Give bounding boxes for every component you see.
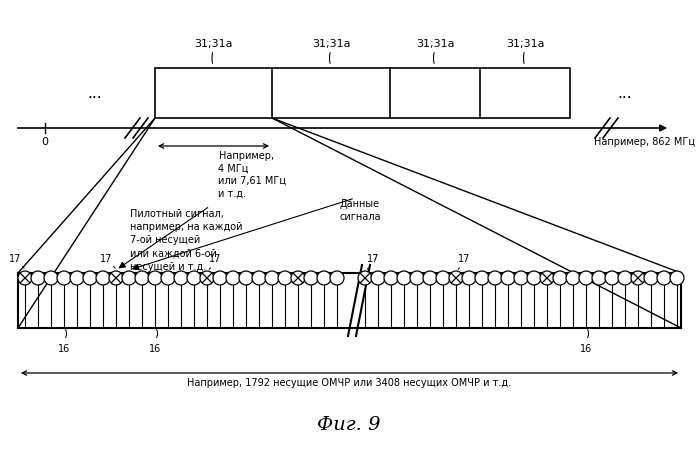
Text: 0: 0 bbox=[41, 137, 48, 147]
Text: 31;31a: 31;31a bbox=[194, 39, 233, 49]
Bar bbox=[155, 69, 570, 119]
Circle shape bbox=[631, 271, 645, 285]
Circle shape bbox=[358, 271, 372, 285]
Circle shape bbox=[371, 271, 385, 285]
Circle shape bbox=[317, 271, 331, 285]
Circle shape bbox=[462, 271, 476, 285]
Circle shape bbox=[566, 271, 580, 285]
Circle shape bbox=[70, 271, 84, 285]
Circle shape bbox=[135, 271, 149, 285]
Circle shape bbox=[213, 271, 227, 285]
Text: Например,
4 МГц
или 7,61 МГц
и т.д.: Например, 4 МГц или 7,61 МГц и т.д. bbox=[219, 150, 287, 198]
Circle shape bbox=[579, 271, 593, 285]
Circle shape bbox=[174, 271, 188, 285]
Text: Фиг. 9: Фиг. 9 bbox=[317, 415, 381, 433]
Text: 31;31a: 31;31a bbox=[506, 39, 545, 49]
Circle shape bbox=[304, 271, 318, 285]
Circle shape bbox=[644, 271, 658, 285]
Circle shape bbox=[18, 271, 32, 285]
Circle shape bbox=[501, 271, 515, 285]
Text: 31;31a: 31;31a bbox=[416, 39, 454, 49]
Text: 17: 17 bbox=[100, 253, 112, 263]
Circle shape bbox=[436, 271, 450, 285]
Text: 17: 17 bbox=[367, 253, 379, 263]
Circle shape bbox=[475, 271, 489, 285]
Circle shape bbox=[57, 271, 71, 285]
Circle shape bbox=[200, 271, 214, 285]
Text: Например, 1792 несущие ОМЧР или 3408 несущих ОМЧР и т.д.: Например, 1792 несущие ОМЧР или 3408 нес… bbox=[187, 377, 512, 387]
Circle shape bbox=[384, 271, 398, 285]
Circle shape bbox=[278, 271, 292, 285]
Text: 17: 17 bbox=[458, 253, 470, 263]
Circle shape bbox=[44, 271, 58, 285]
Circle shape bbox=[423, 271, 437, 285]
Circle shape bbox=[31, 271, 45, 285]
Text: 17: 17 bbox=[9, 253, 21, 263]
Circle shape bbox=[239, 271, 253, 285]
Circle shape bbox=[96, 271, 110, 285]
Circle shape bbox=[527, 271, 541, 285]
Text: ...: ... bbox=[87, 86, 102, 101]
Circle shape bbox=[592, 271, 606, 285]
Circle shape bbox=[449, 271, 463, 285]
Circle shape bbox=[161, 271, 175, 285]
Circle shape bbox=[605, 271, 619, 285]
Circle shape bbox=[252, 271, 266, 285]
Circle shape bbox=[540, 271, 554, 285]
Circle shape bbox=[618, 271, 632, 285]
Circle shape bbox=[265, 271, 279, 285]
Circle shape bbox=[83, 271, 97, 285]
Text: Например, 862 МГц: Например, 862 МГц bbox=[594, 137, 696, 147]
Text: Пилотный сигнал,
например, на каждой
7-ой несущей
или каждой 6-ой
несущей и т.д.: Пилотный сигнал, например, на каждой 7-о… bbox=[130, 208, 243, 271]
Circle shape bbox=[514, 271, 528, 285]
Circle shape bbox=[410, 271, 424, 285]
Circle shape bbox=[670, 271, 684, 285]
Text: 17: 17 bbox=[209, 253, 221, 263]
Circle shape bbox=[330, 271, 344, 285]
Circle shape bbox=[109, 271, 123, 285]
Text: Данные
сигнала: Данные сигнала bbox=[340, 199, 382, 222]
Text: ...: ... bbox=[618, 86, 633, 101]
Circle shape bbox=[122, 271, 136, 285]
Circle shape bbox=[488, 271, 502, 285]
Text: 31;31a: 31;31a bbox=[312, 39, 350, 49]
Circle shape bbox=[553, 271, 567, 285]
Text: 16: 16 bbox=[580, 343, 592, 353]
Circle shape bbox=[187, 271, 201, 285]
Circle shape bbox=[657, 271, 671, 285]
Text: 16: 16 bbox=[58, 343, 70, 353]
Circle shape bbox=[291, 271, 305, 285]
Circle shape bbox=[397, 271, 411, 285]
Text: 16: 16 bbox=[149, 343, 161, 353]
Circle shape bbox=[226, 271, 240, 285]
Circle shape bbox=[148, 271, 162, 285]
